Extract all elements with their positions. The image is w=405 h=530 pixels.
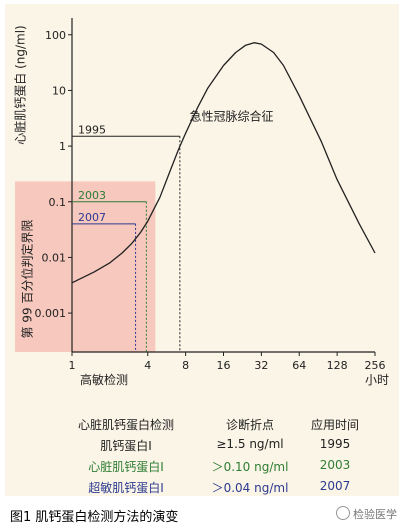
- y-axis-label: 心脏肌钙蛋白 (ng/ml): [11, 10, 29, 160]
- table-header: 诊断折点: [225, 418, 274, 432]
- x-tick-label: 8: [182, 359, 189, 372]
- table-cell-cutoff: ＞0.04 ng/ml: [211, 481, 289, 495]
- threshold-label-1995: 1995: [78, 123, 106, 136]
- x-tick-label: 16: [217, 359, 231, 372]
- y-tick-label: 1: [59, 140, 66, 153]
- region-label: 高敏检测: [80, 372, 128, 387]
- y-tick-label: 100: [45, 29, 66, 42]
- x-tick-label: 32: [254, 359, 268, 372]
- y-tick-label: 0.001: [35, 307, 67, 320]
- table-cell-cutoff: ＞0.10 ng/ml: [211, 460, 289, 474]
- y-tick-label: 0.01: [42, 251, 67, 264]
- x-tick-label: 4: [144, 359, 151, 372]
- table-header: 心脏肌钙蛋白检测: [77, 418, 174, 432]
- figure-frame: 0.001 0.01 0.1 1 10 100 1 4 8 16 32 64 128 256 高敏检测 小时 1…: [5, 4, 399, 496]
- x-tick-label: 128: [327, 359, 348, 372]
- x-tick-label: 1: [69, 359, 76, 372]
- y-axis-label-text: 心脏肌钙蛋白 (ng/ml): [13, 25, 28, 145]
- table-header: 应用时间: [310, 418, 359, 432]
- acs-curve: [71, 42, 376, 284]
- threshold-axis-label: 第 99 百分位判定界限: [18, 204, 36, 354]
- watermark: 检验医学: [336, 506, 397, 522]
- y-tick-label: 10: [52, 84, 66, 97]
- threshold-label-2003: 2003: [78, 189, 106, 202]
- assay-table: 心脏肌钙蛋白检测 诊断折点 应用时间 肌钙蛋白Ⅰ ≥1.5 ng/ml 1995…: [65, 416, 385, 500]
- troponin-chart: 0.001 0.01 0.1 1 10 100 1 4 8 16 32 64 128 256 高敏检测 小时 1…: [15, 18, 389, 387]
- table-cell-year: 2003: [319, 458, 351, 472]
- table-cell-name: 心脏肌钙蛋白Ⅰ: [88, 460, 164, 474]
- table-cell-cutoff: ≥1.5 ng/ml: [216, 437, 284, 451]
- table-cell-name: 肌钙蛋白Ⅰ: [100, 439, 152, 453]
- curve-annotation: 急性冠脉综合征: [189, 108, 273, 123]
- x-axis-label: 小时: [365, 373, 389, 387]
- threshold-axis-label-text: 第 99 百分位判定界限: [20, 219, 35, 339]
- figure-caption: 图1 肌钙蛋白检测方法的演变: [10, 510, 179, 525]
- x-tick-label: 256: [365, 359, 386, 372]
- table-cell-name: 超敏肌钙蛋白Ⅰ: [88, 481, 164, 495]
- watermark-text: 检验医学: [353, 508, 397, 521]
- threshold-label-2007: 2007: [78, 211, 106, 224]
- table-header-row: 心脏肌钙蛋白检测 诊断折点 应用时间: [65, 416, 385, 437]
- x-tick-label: 64: [292, 359, 306, 372]
- table-cell-year: 2007: [319, 479, 351, 493]
- table-row: 心脏肌钙蛋白Ⅰ ＞0.10 ng/ml 2003: [65, 458, 385, 479]
- y-tick-label: 0.1: [49, 196, 67, 209]
- table-row: 超敏肌钙蛋白Ⅰ ＞0.04 ng/ml 2007: [65, 479, 385, 500]
- high-sensitivity-region: [15, 181, 156, 352]
- wechat-icon: [336, 506, 350, 520]
- table-row: 肌钙蛋白Ⅰ ≥1.5 ng/ml 1995: [65, 437, 385, 458]
- table-cell-year: 1995: [319, 437, 351, 451]
